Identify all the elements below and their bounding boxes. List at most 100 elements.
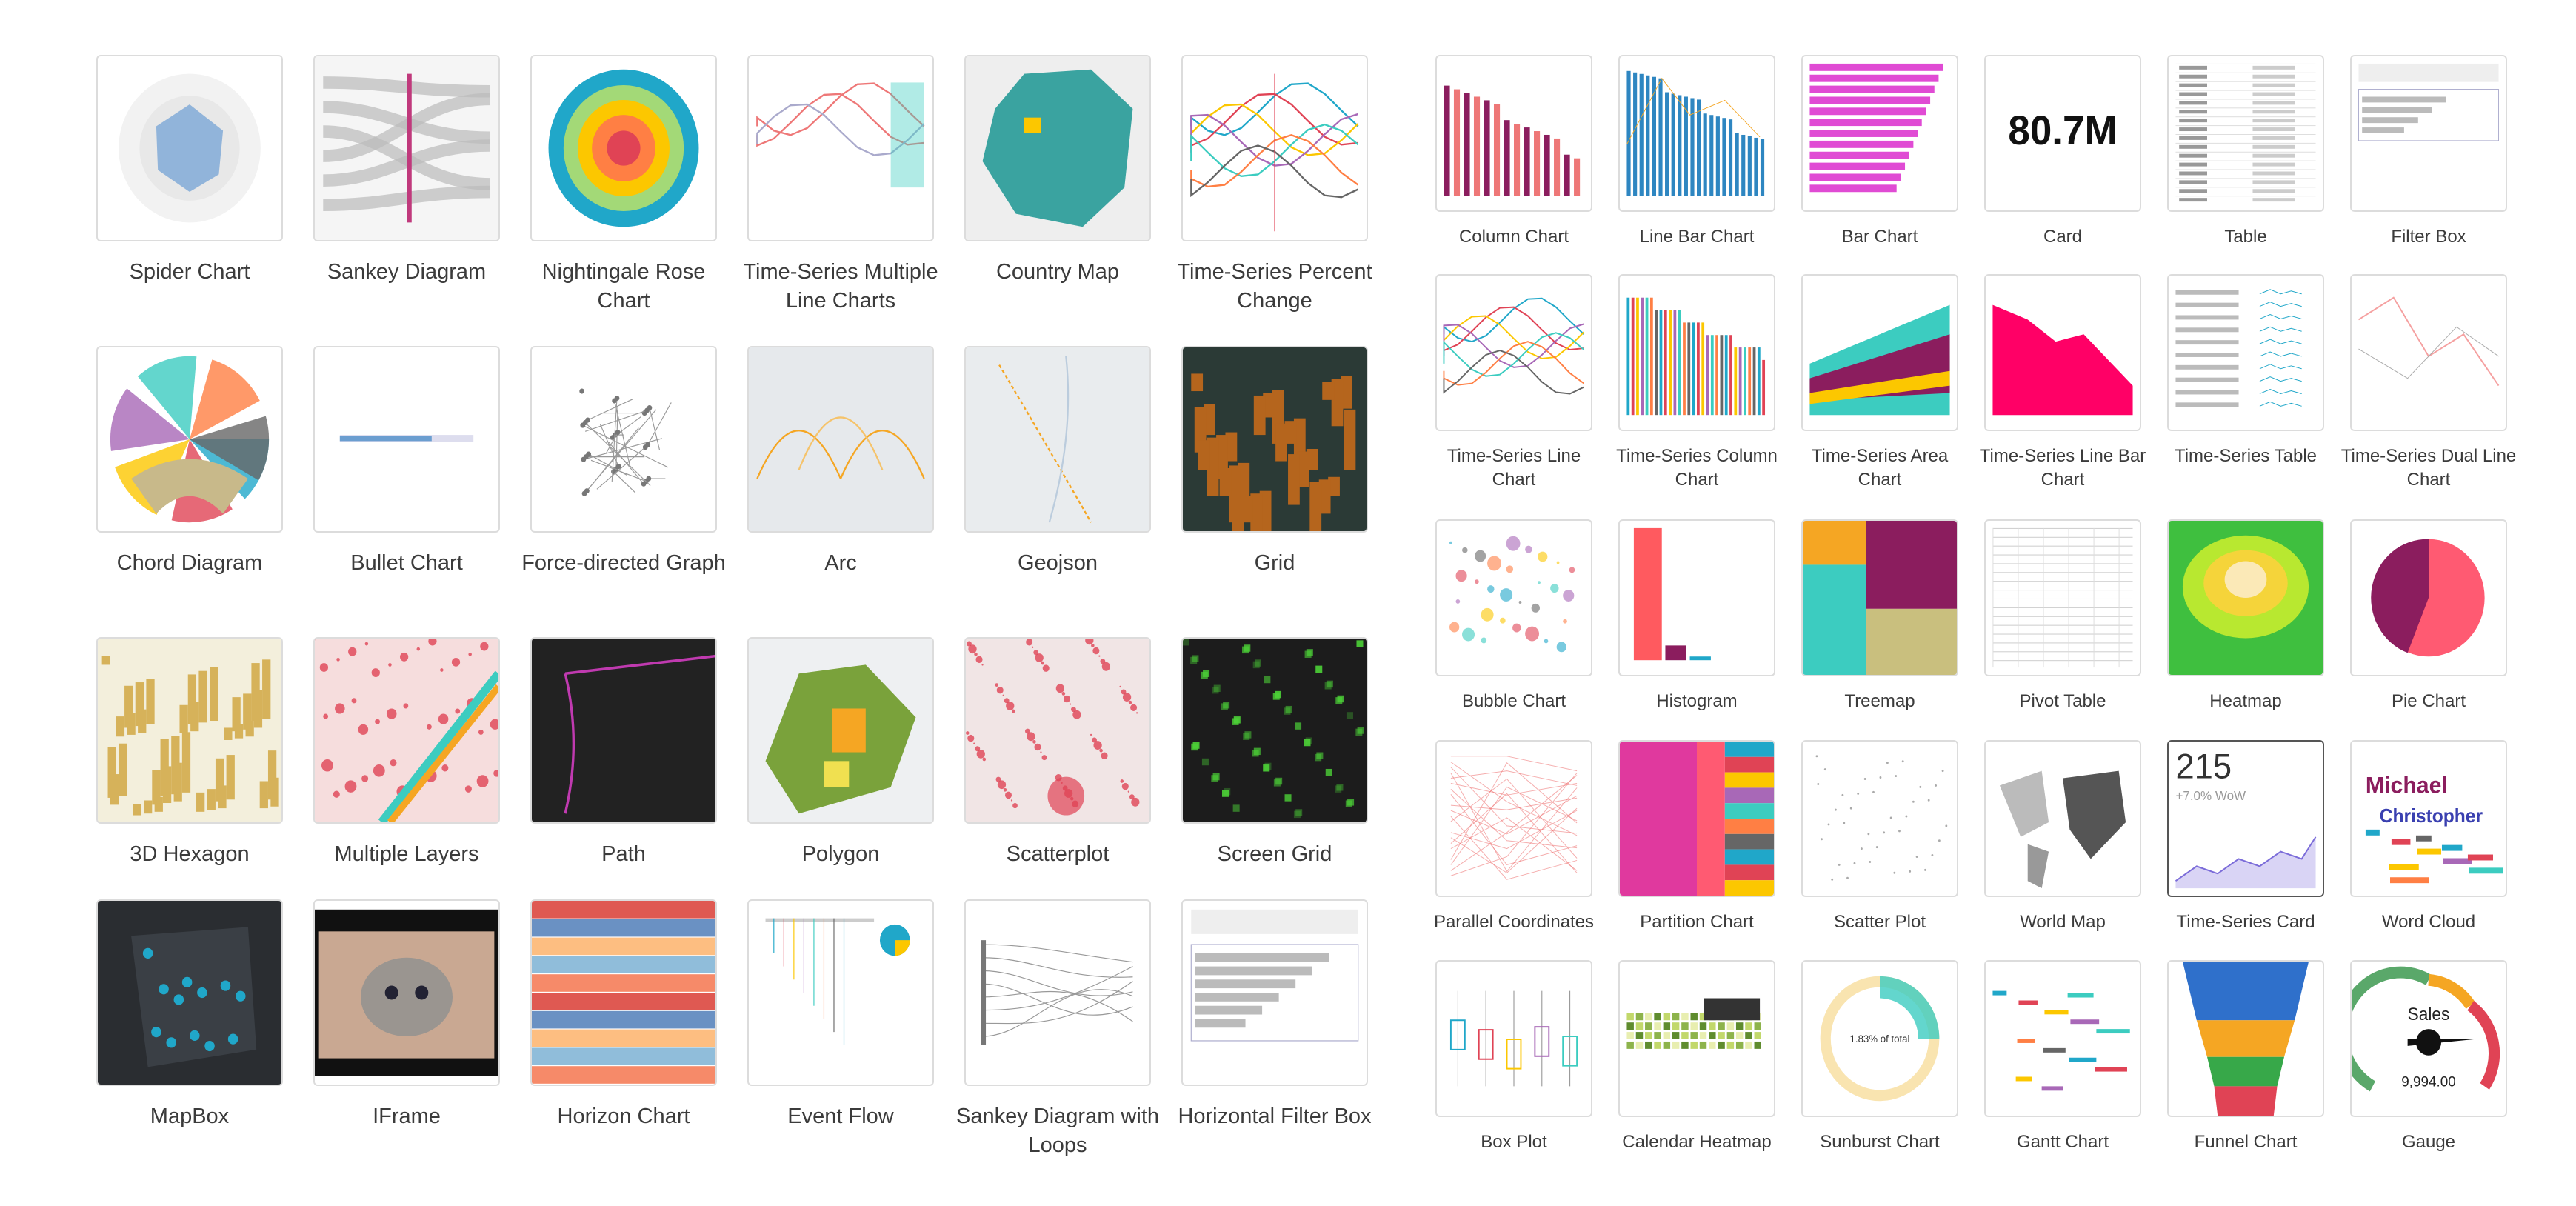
arc-thumbnail[interactable] xyxy=(747,346,934,533)
time-series-line-bar-chart-thumbnail[interactable] xyxy=(1984,274,2141,431)
viz-tile-screen-grid[interactable]: Screen Grid xyxy=(1181,637,1368,869)
viz-tile-gauge[interactable]: Sales 9,994.00 Gauge xyxy=(2350,960,2507,1154)
heatmap-thumbnail[interactable] xyxy=(2167,519,2324,676)
horizon-chart-thumbnail[interactable] xyxy=(530,899,717,1086)
event-flow-thumbnail[interactable] xyxy=(747,899,934,1086)
time-series-table-thumbnail[interactable] xyxy=(2167,274,2324,431)
viz-tile-country-map[interactable]: Country Map xyxy=(964,55,1151,287)
viz-tile-box-plot[interactable]: Box Plot xyxy=(1435,960,1592,1154)
time-series-percent-change-thumbnail[interactable] xyxy=(1181,55,1368,241)
polygon-thumbnail[interactable] xyxy=(747,637,934,824)
iframe-thumbnail[interactable] xyxy=(313,899,500,1086)
viz-tile-grid[interactable]: Grid xyxy=(1181,346,1368,578)
filter-box-thumbnail[interactable] xyxy=(2350,55,2507,212)
time-series-column-chart-thumbnail[interactable] xyxy=(1618,274,1775,431)
screen-grid-thumbnail[interactable] xyxy=(1181,637,1368,824)
bullet-chart-thumbnail[interactable] xyxy=(313,346,500,533)
box-plot-thumbnail[interactable] xyxy=(1435,960,1592,1117)
viz-tile-chord-diagram[interactable]: Chord Diagram xyxy=(96,346,283,578)
line-bar-chart-thumbnail[interactable] xyxy=(1618,55,1775,212)
viz-tile-horizon-chart[interactable]: Horizon Chart xyxy=(530,899,717,1131)
viz-tile-time-series-multiple-line-charts[interactable]: Time-Series Multiple Line Charts xyxy=(743,55,938,316)
viz-tile-time-series-table[interactable]: Time-Series Table xyxy=(2167,274,2324,468)
scatter-plot-thumbnail[interactable] xyxy=(1801,740,1958,897)
viz-tile-column-chart[interactable]: Column Chart xyxy=(1435,55,1592,249)
country-map-thumbnail[interactable] xyxy=(964,55,1151,241)
spider-chart-thumbnail[interactable] xyxy=(96,55,283,241)
pie-chart-thumbnail[interactable] xyxy=(2350,519,2507,676)
viz-tile-geojson[interactable]: Geojson xyxy=(964,346,1151,578)
sankey-diagram-thumbnail[interactable] xyxy=(313,55,500,241)
viz-tile-horizontal-filter-box[interactable]: Horizontal Filter Box xyxy=(1178,899,1372,1131)
viz-tile-iframe[interactable]: IFrame xyxy=(313,899,500,1131)
viz-tile-funnel-chart[interactable]: Funnel Chart xyxy=(2167,960,2324,1154)
viz-tile-arc[interactable]: Arc xyxy=(747,346,934,578)
horizontal-filter-box-thumbnail[interactable] xyxy=(1181,899,1368,1086)
sankey-diagram-with-loops-thumbnail[interactable] xyxy=(964,899,1151,1086)
viz-tile-scatter-plot[interactable]: Scatter Plot xyxy=(1801,740,1958,934)
viz-tile-world-map[interactable]: World Map xyxy=(1984,740,2141,934)
viz-tile-filter-box[interactable]: Filter Box xyxy=(2350,55,2507,249)
viz-tile-bubble-chart[interactable]: Bubble Chart xyxy=(1435,519,1592,713)
histogram-thumbnail[interactable] xyxy=(1618,519,1775,676)
word-cloud-thumbnail[interactable]: Michael Christopher xyxy=(2350,740,2507,897)
viz-tile-treemap[interactable]: Treemap xyxy=(1801,519,1958,713)
viz-tile-card[interactable]: 80.7M Card xyxy=(1984,55,2141,249)
viz-tile-bullet-chart[interactable]: Bullet Chart xyxy=(313,346,500,578)
scatterplot-thumbnail[interactable] xyxy=(964,637,1151,824)
viz-tile-word-cloud[interactable]: Michael Christopher Word Cloud xyxy=(2350,740,2507,934)
force-directed-graph-thumbnail[interactable] xyxy=(530,346,717,533)
viz-tile-histogram[interactable]: Histogram xyxy=(1618,519,1775,713)
viz-tile-time-series-dual-line-chart[interactable]: Time-Series Dual Line Chart xyxy=(2341,274,2516,493)
bar-chart-thumbnail[interactable] xyxy=(1801,55,1958,212)
viz-tile-mapbox[interactable]: MapBox xyxy=(96,899,283,1131)
viz-tile-polygon[interactable]: Polygon xyxy=(747,637,934,869)
table-thumbnail[interactable] xyxy=(2167,55,2324,212)
viz-tile-event-flow[interactable]: Event Flow xyxy=(747,899,934,1131)
viz-tile-force-directed-graph[interactable]: Force-directed Graph xyxy=(521,346,726,578)
gauge-thumbnail[interactable]: Sales 9,994.00 xyxy=(2350,960,2507,1117)
path-thumbnail[interactable] xyxy=(530,637,717,824)
calendar-heatmap-thumbnail[interactable] xyxy=(1618,960,1775,1117)
viz-tile-line-bar-chart[interactable]: Line Bar Chart xyxy=(1618,55,1775,249)
funnel-chart-thumbnail[interactable] xyxy=(2167,960,2324,1117)
viz-tile-calendar-heatmap[interactable]: Calendar Heatmap xyxy=(1618,960,1775,1154)
viz-tile-scatterplot[interactable]: Scatterplot xyxy=(964,637,1151,869)
viz-tile-spider-chart[interactable]: Spider Chart xyxy=(96,55,283,287)
viz-tile-bar-chart[interactable]: Bar Chart xyxy=(1801,55,1958,249)
card-thumbnail[interactable]: 80.7M xyxy=(1984,55,2141,212)
gantt-chart-thumbnail[interactable] xyxy=(1984,960,2141,1117)
grid-thumbnail[interactable] xyxy=(1181,346,1368,533)
viz-tile-time-series-line-bar-chart[interactable]: Time-Series Line Bar Chart xyxy=(1980,274,2146,493)
viz-tile-sankey-diagram[interactable]: Sankey Diagram xyxy=(313,55,500,287)
time-series-dual-line-chart-thumbnail[interactable] xyxy=(2350,274,2507,431)
bubble-chart-thumbnail[interactable] xyxy=(1435,519,1592,676)
chord-diagram-thumbnail[interactable] xyxy=(96,346,283,533)
world-map-thumbnail[interactable] xyxy=(1984,740,2141,897)
multiple-layers-thumbnail[interactable] xyxy=(313,637,500,824)
viz-tile-3d-hexagon[interactable]: 3D Hexagon xyxy=(96,637,283,869)
viz-tile-time-series-column-chart[interactable]: Time-Series Column Chart xyxy=(1616,274,1778,493)
viz-tile-table[interactable]: Table xyxy=(2167,55,2324,249)
viz-tile-nightingale-rose-chart[interactable]: Nightingale Rose Chart xyxy=(530,55,717,316)
time-series-line-chart-thumbnail[interactable] xyxy=(1435,274,1592,431)
time-series-area-chart-thumbnail[interactable] xyxy=(1801,274,1958,431)
treemap-thumbnail[interactable] xyxy=(1801,519,1958,676)
viz-tile-time-series-line-chart[interactable]: Time-Series Line Chart xyxy=(1435,274,1592,493)
viz-tile-pivot-table[interactable]: Pivot Table xyxy=(1984,519,2141,713)
nightingale-rose-chart-thumbnail[interactable] xyxy=(530,55,717,241)
column-chart-thumbnail[interactable] xyxy=(1435,55,1592,212)
viz-tile-sankey-diagram-with-loops[interactable]: Sankey Diagram with Loops xyxy=(956,899,1159,1160)
viz-tile-parallel-coordinates[interactable]: Parallel Coordinates xyxy=(1434,740,1594,934)
sunburst-chart-thumbnail[interactable]: 1.83% of total xyxy=(1801,960,1958,1117)
3d-hexagon-thumbnail[interactable] xyxy=(96,637,283,824)
viz-tile-time-series-percent-change[interactable]: Time-Series Percent Change xyxy=(1177,55,1372,316)
viz-tile-sunburst-chart[interactable]: 1.83% of total Sunburst Chart xyxy=(1801,960,1958,1154)
partition-chart-thumbnail[interactable] xyxy=(1618,740,1775,897)
viz-tile-partition-chart[interactable]: Partition Chart xyxy=(1618,740,1775,934)
viz-tile-heatmap[interactable]: Heatmap xyxy=(2167,519,2324,713)
geojson-thumbnail[interactable] xyxy=(964,346,1151,533)
pivot-table-thumbnail[interactable] xyxy=(1984,519,2141,676)
viz-tile-time-series-area-chart[interactable]: Time-Series Area Chart xyxy=(1801,274,1958,493)
viz-tile-gantt-chart[interactable]: Gantt Chart xyxy=(1984,960,2141,1154)
